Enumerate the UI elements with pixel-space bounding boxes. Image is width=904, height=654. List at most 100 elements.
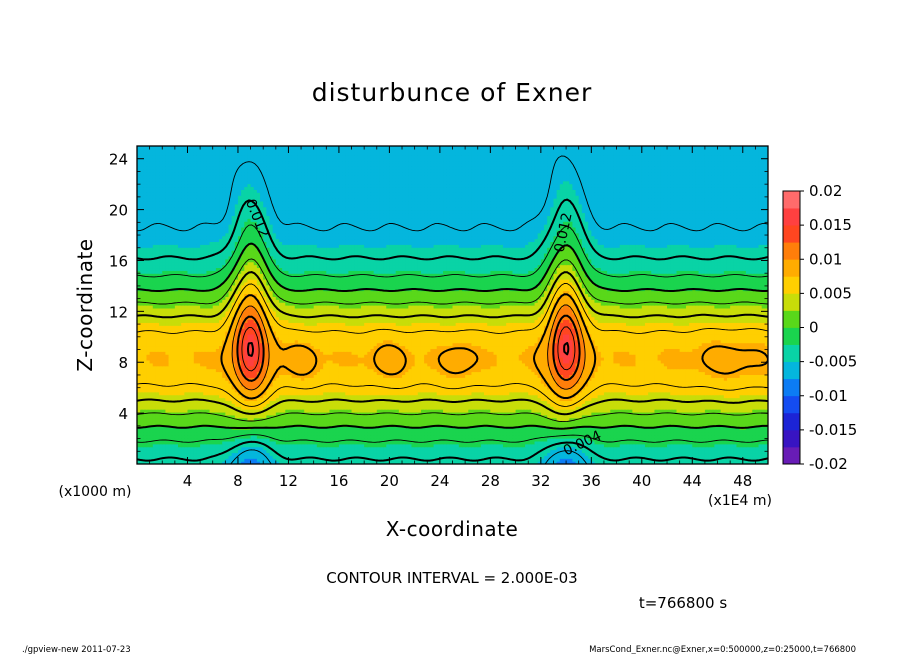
field-cell <box>209 446 214 451</box>
field-cell <box>534 458 539 462</box>
field-cell <box>695 449 700 454</box>
field-cell <box>282 461 286 464</box>
field-cell <box>663 446 668 451</box>
field-cell <box>155 440 160 445</box>
field-cell <box>461 449 466 454</box>
field-cell <box>137 437 141 442</box>
field-cell <box>272 458 277 462</box>
field-cell <box>338 455 343 459</box>
field-cell <box>351 461 356 464</box>
field-cell <box>502 458 507 462</box>
field-cell <box>212 446 217 451</box>
field-cell <box>436 440 441 445</box>
field-cell <box>635 461 640 464</box>
field-cell <box>714 455 719 459</box>
field-cell <box>424 455 428 459</box>
field-cell <box>162 449 166 454</box>
field-cell <box>361 452 365 456</box>
field-cell <box>629 449 633 454</box>
field-cell <box>749 449 753 454</box>
field-cell <box>518 443 523 448</box>
field-cell <box>405 461 409 464</box>
field-cell <box>641 440 646 445</box>
field-cell <box>540 455 545 459</box>
field-cell <box>543 440 548 445</box>
field-cell <box>471 449 476 454</box>
field-cell <box>496 458 501 462</box>
field-cell <box>383 461 387 464</box>
field-cell <box>345 455 349 459</box>
field-cell <box>152 437 157 442</box>
field-cell <box>761 455 766 459</box>
field-cell <box>203 458 207 462</box>
field-cell <box>338 443 343 448</box>
field-cell <box>222 437 226 442</box>
field-cell <box>477 446 482 451</box>
field-cell <box>367 452 372 456</box>
field-cell <box>367 446 372 451</box>
field-cell <box>386 461 390 464</box>
field-cell <box>502 443 507 448</box>
field-cell <box>137 443 141 448</box>
field-cell <box>345 446 349 451</box>
field-cell <box>509 449 514 454</box>
field-cell <box>638 458 643 462</box>
field-cell <box>679 449 684 454</box>
field-cell <box>474 461 479 464</box>
field-cell <box>222 440 226 445</box>
field-cell <box>726 461 731 464</box>
field-cell <box>260 461 264 464</box>
field-cell <box>591 446 596 451</box>
field-cell <box>244 461 249 464</box>
field-cell <box>244 446 249 451</box>
field-cell <box>711 455 715 459</box>
field-cell <box>301 449 305 454</box>
field-cell <box>550 461 555 464</box>
field-cell <box>231 443 236 448</box>
field-cell <box>345 458 349 462</box>
field-cell <box>449 458 454 462</box>
field-cell <box>717 449 722 454</box>
field-cell <box>745 461 750 464</box>
field-cell <box>493 461 498 464</box>
field-cell <box>600 443 605 448</box>
field-cell <box>247 458 252 462</box>
field-cell <box>591 440 596 445</box>
field-cell <box>282 449 286 454</box>
field-cell <box>585 455 589 459</box>
field-cell <box>361 440 365 445</box>
field-cell <box>193 452 198 456</box>
field-cell <box>361 446 365 451</box>
field-cell <box>515 443 520 448</box>
field-cell <box>383 440 387 445</box>
field-cell <box>553 458 558 462</box>
field-cell <box>676 458 681 462</box>
field-cell <box>711 461 715 464</box>
field-cell <box>506 449 510 454</box>
field-cell <box>263 449 267 454</box>
field-cell <box>455 446 460 451</box>
field-cell <box>660 440 665 445</box>
field-cell <box>733 449 738 454</box>
field-cell <box>742 449 747 454</box>
field-cell <box>648 455 652 459</box>
field-cell <box>512 443 517 448</box>
field-cell <box>171 443 176 448</box>
field-cell <box>607 452 611 456</box>
field-cell <box>212 440 217 445</box>
field-cell <box>540 461 545 464</box>
field-cell <box>342 446 346 451</box>
field-cell <box>234 461 239 464</box>
field-cell <box>679 440 684 445</box>
field-cell <box>247 446 252 451</box>
field-cell <box>616 446 621 451</box>
field-cell <box>733 452 738 456</box>
field-cell <box>367 440 372 445</box>
field-cell <box>644 452 649 456</box>
field-cell <box>708 446 712 451</box>
field-cell <box>190 446 195 451</box>
field-cell <box>291 461 296 464</box>
field-cell <box>547 452 551 456</box>
field-cell <box>667 440 671 445</box>
field-cell <box>168 440 173 445</box>
